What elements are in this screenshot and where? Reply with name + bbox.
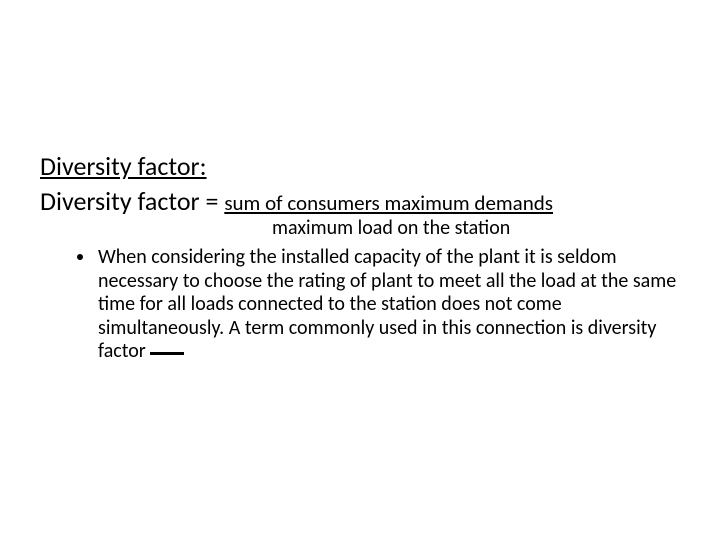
blank-underline — [150, 352, 184, 355]
formula-numerator: sum of consumers maximum demands — [224, 190, 553, 216]
formula-denominator: maximum load on the station — [272, 216, 510, 240]
bullet-text: When considering the installed capacity … — [98, 245, 676, 363]
slide-body: Diversity factor: Diversity factor = sum… — [0, 0, 720, 540]
list-item: When considering the installed capacity … — [96, 246, 680, 364]
formula-lhs: Diversity factor = — [40, 185, 224, 217]
bullet-list: When considering the installed capacity … — [40, 246, 680, 364]
formula-denominator-wrap: maximum load on the station — [40, 217, 680, 240]
formula-line: Diversity factor = sum of consumers maxi… — [40, 185, 680, 218]
heading-diversity-factor: Diversity factor: — [40, 150, 680, 183]
